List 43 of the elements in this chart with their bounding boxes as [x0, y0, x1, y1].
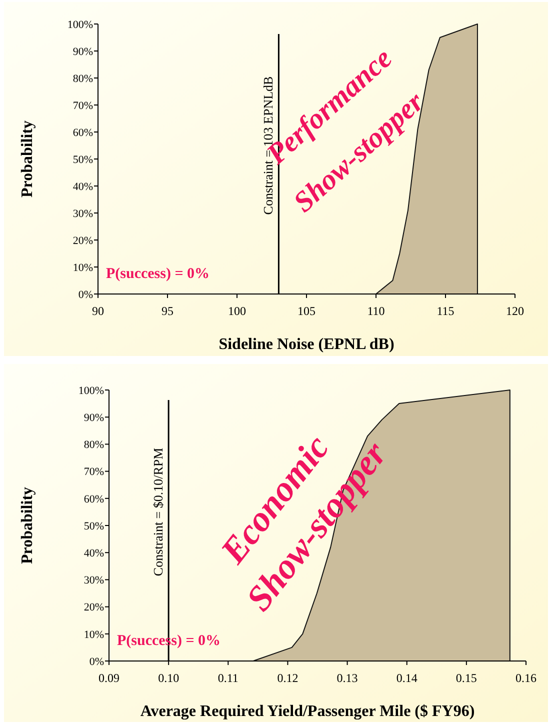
y-tick-label: 80%	[84, 439, 104, 452]
x-tick-label: 0.12	[277, 671, 298, 685]
y-tick-label: 40%	[72, 180, 93, 193]
y-tick-label: 20%	[72, 234, 93, 247]
y-tick-label: 50%	[84, 520, 104, 532]
x-tick-label: 95	[162, 304, 174, 318]
x-tick-label: 0.11	[218, 671, 238, 685]
y-tick-label: 60%	[84, 493, 104, 506]
y-tick-label: 30%	[72, 208, 93, 220]
y-tick-label: 100%	[78, 384, 104, 397]
x-tick-label: 110	[367, 304, 385, 318]
y-tick-label: 20%	[84, 602, 104, 614]
x-tick-label: 0.10	[158, 671, 180, 685]
x-tick-label: 0.13	[336, 671, 358, 685]
y-tick-label: 70%	[72, 100, 93, 112]
x-tick-label: 100	[228, 304, 246, 318]
y-tick-label: 50%	[72, 154, 93, 166]
y-tick-label: 10%	[84, 628, 104, 641]
x-tick-label: 115	[436, 304, 454, 318]
y-tick-label: 10%	[72, 262, 93, 274]
y-tick-label: 90%	[72, 46, 93, 58]
x-tick-label: 0.09	[98, 671, 120, 685]
x-tick-label: 90	[92, 304, 104, 318]
x-axis-title: Sideline Noise (EPNL dB)	[218, 336, 394, 353]
x-tick-label: 105	[298, 304, 316, 318]
y-tick-label: 0%	[78, 288, 93, 301]
x-tick-label: 0.14	[396, 671, 418, 685]
y-tick-label: 60%	[72, 126, 93, 139]
ref-line-label: Constraint = $0.10/RPM	[150, 447, 166, 576]
y-tick-label: 100%	[67, 18, 93, 31]
x-tick-label: 120	[506, 304, 524, 318]
x-tick-label: 0.16	[516, 671, 536, 685]
x-tick-label: 0.15	[456, 671, 477, 685]
y-tick-label: 90%	[84, 412, 104, 424]
y-tick-label: 30%	[84, 574, 104, 587]
y-tick-label: 70%	[84, 466, 104, 478]
x-axis-title: Average Required Yield/Passenger Mile ($ FY96)	[140, 703, 475, 720]
y-axis-title: Probability	[19, 486, 36, 564]
y-tick-label: 40%	[84, 547, 104, 560]
y-axis-title: Probability	[19, 120, 36, 198]
y-tick-label: 80%	[72, 72, 93, 85]
y-tick-label: 0%	[89, 656, 104, 668]
annotation: P(success) = 0%	[106, 266, 210, 282]
